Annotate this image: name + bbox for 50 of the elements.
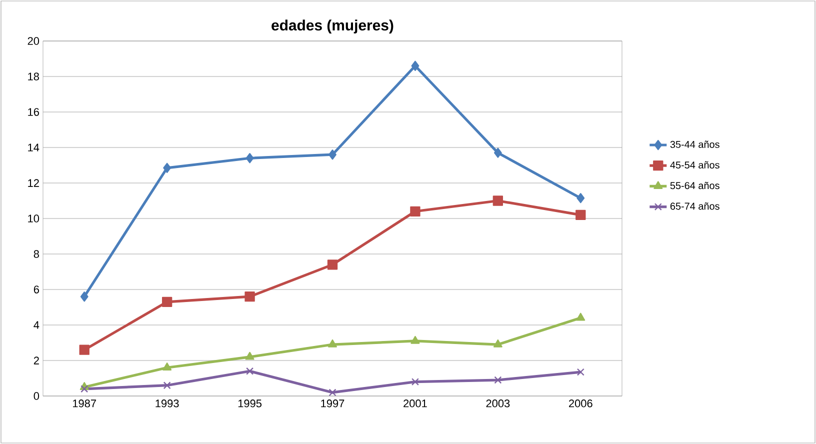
- x-tick-label: 1987: [72, 400, 96, 408]
- x-tick-label: 1997: [321, 400, 344, 408]
- point: [576, 312, 586, 321]
- point: [411, 60, 420, 71]
- point: [246, 367, 254, 375]
- point: [245, 352, 254, 360]
- x-tick-label: 1995: [238, 400, 262, 408]
- point: [246, 153, 254, 164]
- y-tick-label: 0: [34, 392, 40, 400]
- point: [410, 206, 420, 216]
- point: [80, 292, 88, 302]
- x-tick-label: 1993: [156, 400, 179, 408]
- y-tick-label: 10: [28, 214, 40, 222]
- legend-label: 55-64 años: [670, 182, 720, 190]
- y-tick-label: 8: [34, 250, 39, 258]
- point: [163, 382, 171, 390]
- legend-label: 35-44 años: [670, 140, 720, 148]
- point: [328, 388, 336, 396]
- y-tick-label: 18: [28, 72, 39, 80]
- y-tick-label: 14: [28, 144, 40, 152]
- legend-label: 65-74 años: [670, 202, 720, 210]
- y-tick-label: 20: [28, 37, 40, 45]
- y-tick-label: 6: [34, 286, 39, 294]
- point: [411, 378, 419, 386]
- point: [163, 162, 172, 173]
- legend-label: 45-54 años: [670, 161, 720, 169]
- y-tick-label: 16: [28, 108, 39, 116]
- point: [494, 376, 502, 384]
- point: [494, 148, 502, 158]
- point: [162, 362, 172, 370]
- point: [79, 344, 90, 355]
- y-tick-label: 12: [28, 179, 39, 187]
- point: [80, 385, 88, 393]
- point: [492, 196, 504, 206]
- point: [493, 339, 502, 348]
- point: [410, 336, 420, 344]
- point: [327, 260, 338, 270]
- point: [576, 368, 584, 376]
- x-tick-label: 2006: [569, 400, 592, 408]
- point: [328, 339, 337, 348]
- point: [162, 296, 172, 308]
- x-tick-label: 2003: [486, 400, 510, 408]
- x-tick-label: 2001: [404, 400, 427, 408]
- point: [328, 150, 336, 160]
- point: [576, 193, 585, 204]
- point: [244, 292, 255, 302]
- y-tick-label: 4: [34, 321, 40, 329]
- point: [576, 210, 586, 220]
- y-tick-label: 2: [34, 356, 39, 364]
- chart-title: edades (mujeres): [272, 20, 394, 34]
